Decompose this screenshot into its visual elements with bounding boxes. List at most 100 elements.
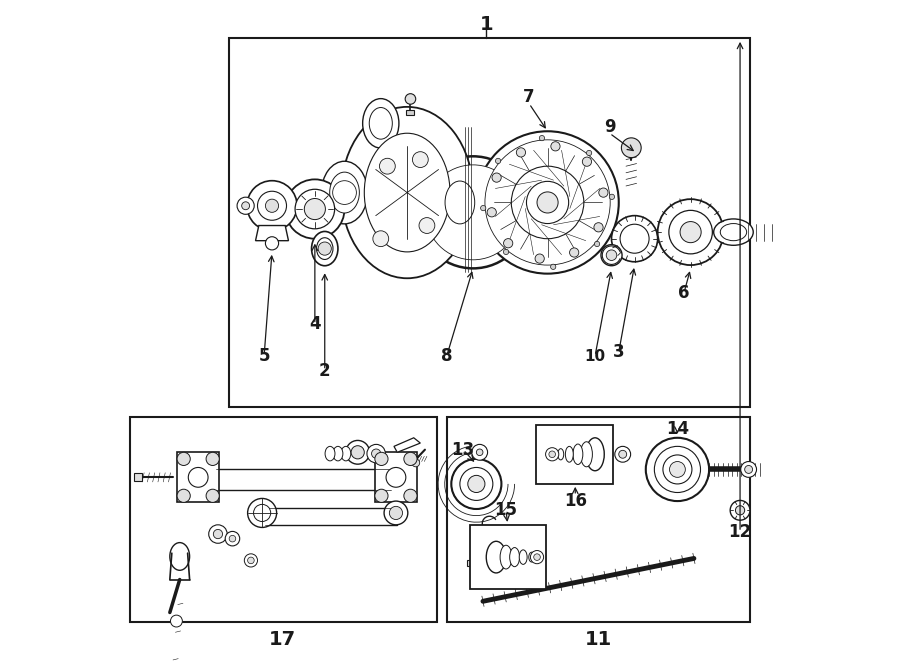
Circle shape xyxy=(230,536,236,542)
Ellipse shape xyxy=(586,438,604,471)
Circle shape xyxy=(426,165,520,260)
Circle shape xyxy=(257,191,286,220)
Ellipse shape xyxy=(317,238,333,260)
Circle shape xyxy=(741,461,757,477)
Text: 12: 12 xyxy=(728,523,752,541)
Ellipse shape xyxy=(573,444,583,465)
Circle shape xyxy=(539,136,544,141)
Bar xyxy=(470,525,545,589)
Circle shape xyxy=(384,501,408,525)
Circle shape xyxy=(670,461,685,477)
Circle shape xyxy=(611,216,658,261)
Circle shape xyxy=(549,451,555,457)
Circle shape xyxy=(537,192,558,213)
Circle shape xyxy=(487,208,496,217)
Circle shape xyxy=(285,179,345,239)
Ellipse shape xyxy=(509,547,519,567)
Circle shape xyxy=(658,199,724,265)
Circle shape xyxy=(551,264,556,269)
Ellipse shape xyxy=(720,224,747,241)
Circle shape xyxy=(594,222,603,232)
Circle shape xyxy=(412,459,419,467)
Ellipse shape xyxy=(170,543,190,570)
Ellipse shape xyxy=(311,232,338,265)
Circle shape xyxy=(536,254,544,263)
Ellipse shape xyxy=(436,169,483,236)
Circle shape xyxy=(390,506,402,520)
Circle shape xyxy=(351,446,364,459)
Circle shape xyxy=(620,224,649,253)
Circle shape xyxy=(304,199,326,220)
Circle shape xyxy=(373,231,389,247)
Circle shape xyxy=(646,438,709,501)
Circle shape xyxy=(526,181,569,224)
Circle shape xyxy=(451,459,501,509)
Bar xyxy=(216,469,391,490)
Bar xyxy=(130,416,436,622)
Circle shape xyxy=(517,148,526,157)
Ellipse shape xyxy=(529,552,535,562)
Circle shape xyxy=(615,446,631,462)
Circle shape xyxy=(545,448,559,461)
Text: 13: 13 xyxy=(452,441,474,459)
Text: 9: 9 xyxy=(604,118,616,136)
Ellipse shape xyxy=(333,446,343,461)
Ellipse shape xyxy=(341,107,473,278)
Ellipse shape xyxy=(369,107,392,139)
Circle shape xyxy=(247,181,297,231)
Ellipse shape xyxy=(580,442,592,467)
Ellipse shape xyxy=(364,133,450,252)
Circle shape xyxy=(417,156,529,268)
Text: 10: 10 xyxy=(584,349,606,363)
Circle shape xyxy=(607,250,616,260)
Ellipse shape xyxy=(446,181,474,224)
Circle shape xyxy=(386,467,406,487)
Circle shape xyxy=(244,554,257,567)
Circle shape xyxy=(495,158,500,164)
Circle shape xyxy=(374,489,388,502)
Circle shape xyxy=(609,194,615,199)
Text: 1: 1 xyxy=(480,15,493,34)
Circle shape xyxy=(177,489,190,502)
Ellipse shape xyxy=(714,219,753,246)
Ellipse shape xyxy=(500,545,512,569)
Text: 8: 8 xyxy=(441,347,453,365)
Circle shape xyxy=(404,489,417,502)
Circle shape xyxy=(372,449,381,458)
Circle shape xyxy=(570,248,579,257)
Text: 7: 7 xyxy=(523,88,535,106)
Circle shape xyxy=(485,140,610,265)
Circle shape xyxy=(598,188,608,197)
Circle shape xyxy=(587,150,591,156)
Circle shape xyxy=(170,615,183,627)
Text: 2: 2 xyxy=(319,361,330,379)
Circle shape xyxy=(601,245,622,265)
Ellipse shape xyxy=(565,446,573,462)
Circle shape xyxy=(333,181,356,205)
Circle shape xyxy=(188,467,208,487)
Circle shape xyxy=(404,452,417,465)
Circle shape xyxy=(460,467,493,500)
Circle shape xyxy=(621,138,641,158)
Ellipse shape xyxy=(325,446,335,461)
Ellipse shape xyxy=(558,449,563,460)
Circle shape xyxy=(654,446,700,493)
Circle shape xyxy=(254,504,271,522)
Circle shape xyxy=(669,211,713,254)
Circle shape xyxy=(225,532,239,546)
Polygon shape xyxy=(256,226,289,241)
Ellipse shape xyxy=(341,446,351,461)
Text: 3: 3 xyxy=(613,343,625,361)
Bar xyxy=(266,508,397,526)
Circle shape xyxy=(472,444,488,460)
Ellipse shape xyxy=(519,550,527,565)
Circle shape xyxy=(209,525,227,544)
Circle shape xyxy=(367,444,385,463)
Bar xyxy=(134,473,142,481)
Circle shape xyxy=(213,530,222,539)
Circle shape xyxy=(346,440,370,464)
Circle shape xyxy=(582,157,591,166)
Circle shape xyxy=(735,506,744,515)
Circle shape xyxy=(266,237,279,250)
Ellipse shape xyxy=(321,162,367,224)
